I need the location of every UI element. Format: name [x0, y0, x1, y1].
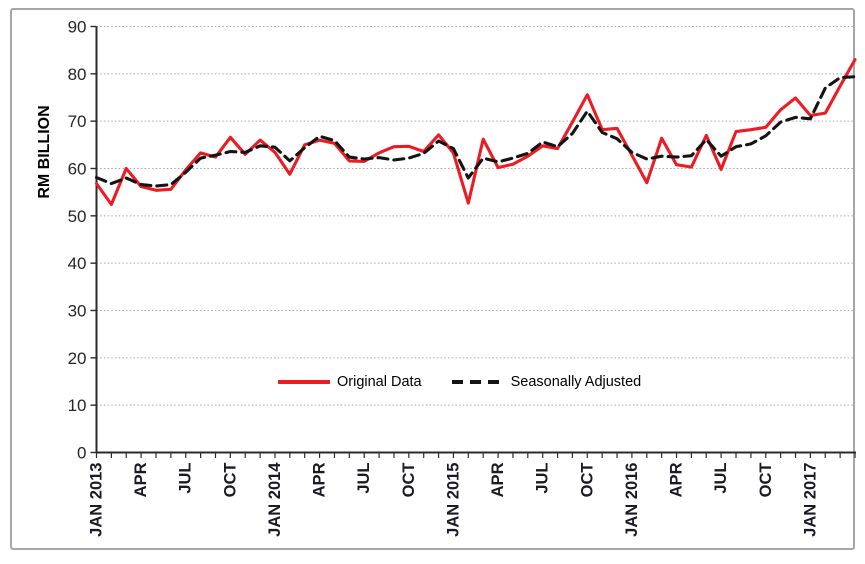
y-tick-label-60: 60 [68, 160, 87, 179]
legend-label-seasonally-adjusted: Seasonally Adjusted [510, 374, 642, 390]
x-tick-label-oct: OCT [578, 463, 596, 498]
x-tick-label-jan-2015: JAN 2015 [444, 463, 462, 537]
y-tick-label-70: 70 [68, 112, 87, 131]
x-tick-label-apr: APR [489, 462, 507, 497]
red-solid-line-icon [278, 380, 330, 384]
y-axis-title: RM BILLION [36, 105, 53, 198]
x-tick-label-jul: JUL [534, 463, 552, 494]
black-dashed-line-icon [451, 380, 504, 384]
series-line-seasonally-adjusted [94, 75, 857, 188]
x-tick-label-jul: JUL [712, 463, 730, 494]
y-tick-label-50: 50 [68, 207, 87, 226]
y-tick-label-30: 30 [68, 302, 87, 321]
y-tick-label-20: 20 [68, 349, 87, 368]
x-tick-label-apr: APR [132, 462, 150, 497]
x-tick-label-oct: OCT [221, 463, 239, 498]
series-line-original-data [94, 58, 857, 207]
legend: Original Data Seasonally Adjusted [278, 374, 641, 390]
y-tick-label-80: 80 [68, 65, 87, 84]
x-tick-label-oct: OCT [757, 463, 775, 498]
x-tick-label-apr: APR [311, 462, 329, 497]
x-tick-label-jan-2014: JAN 2014 [266, 462, 284, 537]
y-tick-label-0: 0 [77, 444, 86, 463]
chart-frame-border [10, 8, 855, 550]
y-tick-label-90: 90 [68, 18, 87, 37]
y-tick-label-40: 40 [68, 254, 87, 273]
legend-item-original-data: Original Data [278, 374, 422, 390]
x-tick-label-jan-2013: JAN 2013 [88, 463, 106, 537]
y-tick-label-10: 10 [68, 396, 87, 415]
x-tick-label-jul: JUL [177, 463, 195, 494]
x-tick-label-jan-2017: JAN 2017 [801, 463, 819, 537]
x-tick-label-jul: JUL [355, 463, 373, 494]
x-tick-label-apr: APR [668, 462, 686, 497]
x-tick-label-jan-2016: JAN 2016 [623, 463, 641, 537]
legend-label-original-data: Original Data [337, 374, 422, 390]
legend-item-seasonally-adjusted: Seasonally Adjusted [451, 374, 642, 390]
x-tick-label-oct: OCT [400, 463, 418, 498]
